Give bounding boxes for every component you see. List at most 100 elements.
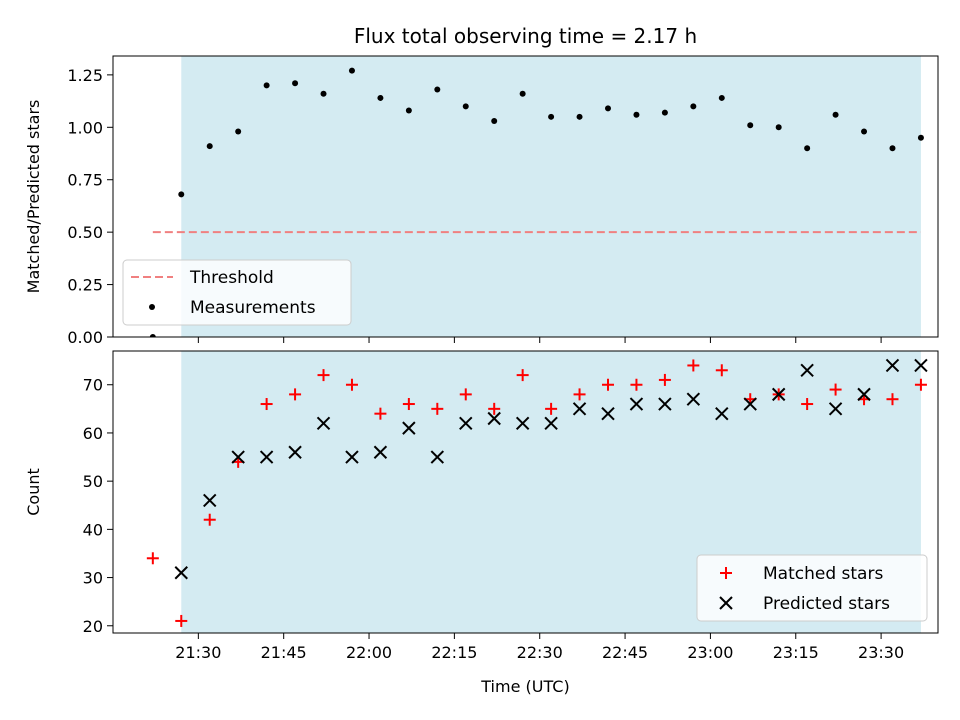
predicted-star-point bbox=[259, 450, 274, 464]
predicted-star-point bbox=[658, 397, 672, 411]
matched-star-point bbox=[146, 552, 159, 565]
bottom-axes-frame bbox=[112, 350, 939, 634]
cross-b bbox=[914, 358, 928, 373]
measurement-point bbox=[917, 134, 924, 141]
y-tick-label: 1.25 bbox=[67, 66, 103, 85]
y-tick-label: 70 bbox=[83, 376, 103, 395]
predicted-star-point bbox=[914, 358, 928, 373]
matched-star-point bbox=[317, 369, 330, 382]
measurement-point bbox=[832, 111, 839, 118]
cross-b bbox=[174, 566, 188, 580]
matched-star-point bbox=[203, 513, 216, 526]
measurement-point bbox=[377, 94, 384, 101]
y-tick-label: 0.00 bbox=[67, 328, 103, 347]
matched-star-point bbox=[260, 398, 273, 411]
measurement-point bbox=[548, 113, 555, 120]
measurement-point bbox=[718, 94, 725, 101]
measurement-point bbox=[405, 107, 412, 114]
legend-matched-swatch bbox=[720, 567, 732, 579]
measurement-point bbox=[491, 118, 498, 125]
predicted-star-point bbox=[316, 416, 331, 431]
x-tick-label: 22:45 bbox=[602, 643, 648, 662]
x-tick-label: 21:30 bbox=[175, 643, 221, 662]
y-axis-label: Count bbox=[24, 468, 43, 516]
predicted-star-point bbox=[715, 406, 729, 421]
top-plot-area bbox=[149, 67, 924, 337]
predicted-star-point bbox=[345, 450, 359, 464]
measurement-point bbox=[320, 90, 327, 97]
predicted-star-point bbox=[544, 416, 558, 431]
measurement-point bbox=[889, 145, 896, 152]
predicted-star-point bbox=[402, 421, 416, 435]
measurement-point bbox=[292, 80, 299, 87]
x-tick-label: 23:00 bbox=[687, 643, 733, 662]
cross-b bbox=[629, 397, 644, 411]
predicted-star-point bbox=[515, 416, 530, 431]
predicted-star-point bbox=[629, 397, 644, 411]
measurement-point bbox=[775, 124, 782, 131]
predicted-star-point bbox=[174, 566, 188, 580]
matched-star-point bbox=[630, 378, 643, 391]
matched-star-point bbox=[914, 378, 927, 391]
legend-threshold-label: Threshold bbox=[189, 268, 274, 288]
predicted-star-point bbox=[459, 416, 473, 431]
matched-star-point bbox=[573, 388, 586, 401]
cross-b bbox=[402, 421, 416, 435]
legend-box bbox=[122, 259, 352, 326]
y-tick-label: 0.25 bbox=[67, 276, 103, 295]
predicted-star-point bbox=[288, 445, 302, 459]
y-tick-label: 20 bbox=[83, 617, 103, 636]
matched-star-point bbox=[516, 369, 529, 382]
predicted-star-point bbox=[857, 387, 871, 402]
measurement-point bbox=[690, 103, 697, 110]
cross-b bbox=[288, 445, 302, 459]
x-tick-label: 23:15 bbox=[773, 643, 819, 662]
top-axes-frame bbox=[112, 55, 939, 338]
matched-star-point bbox=[886, 393, 899, 406]
predicted-star-point bbox=[231, 450, 245, 464]
predicted-star-point bbox=[203, 493, 217, 508]
x-tick-label: 22:15 bbox=[431, 643, 477, 662]
cross-b bbox=[719, 596, 733, 610]
y-tick-label: 0.75 bbox=[67, 171, 103, 190]
measurement-point bbox=[178, 191, 185, 198]
cross-b bbox=[459, 416, 473, 431]
cross-b bbox=[715, 406, 729, 421]
matched-star-point bbox=[402, 398, 415, 411]
measurement-point bbox=[149, 334, 156, 337]
predicted-star-point bbox=[572, 402, 587, 416]
y-tick-label: 40 bbox=[83, 520, 103, 539]
y-tick-label: 0.50 bbox=[67, 223, 103, 242]
measurement-point bbox=[263, 82, 270, 89]
y-tick-label: 60 bbox=[83, 424, 103, 443]
y-tick-label: 30 bbox=[83, 569, 103, 588]
top-panel: 0.00 0.25 0.50 0.75 1.00 1.25 Matched/Predicte… bbox=[24, 24, 939, 347]
predicted-star-point bbox=[601, 406, 615, 421]
matched-star-point bbox=[801, 398, 814, 411]
cross-b bbox=[800, 363, 814, 377]
x-tick-label: 22:00 bbox=[346, 643, 392, 662]
measurement-point bbox=[804, 145, 811, 152]
matched-star-point bbox=[687, 359, 700, 372]
measurement-point bbox=[861, 128, 868, 135]
predicted-star-point bbox=[686, 392, 701, 406]
matched-star-point bbox=[658, 373, 671, 386]
matched-star-point bbox=[431, 402, 444, 415]
matched-star-point bbox=[345, 378, 358, 391]
top-legend: Threshold Measurements bbox=[122, 259, 352, 326]
cross-b bbox=[828, 402, 843, 416]
measurement-point bbox=[661, 109, 668, 116]
cross-b bbox=[345, 450, 359, 464]
matched-star-point bbox=[289, 388, 302, 401]
predicted-star-point bbox=[743, 397, 757, 411]
x-tick-label: 23:30 bbox=[858, 643, 904, 662]
cross-b bbox=[857, 387, 871, 402]
y-tick-label: 1.00 bbox=[67, 118, 103, 137]
y-tick-label: 50 bbox=[83, 472, 103, 491]
legend-predicted-label: Predicted stars bbox=[763, 594, 890, 614]
cross-b bbox=[658, 397, 672, 411]
measurement-point bbox=[235, 128, 242, 135]
matched-star-point bbox=[374, 407, 387, 420]
chart-title: Flux total observing time = 2.17 h bbox=[354, 24, 697, 48]
